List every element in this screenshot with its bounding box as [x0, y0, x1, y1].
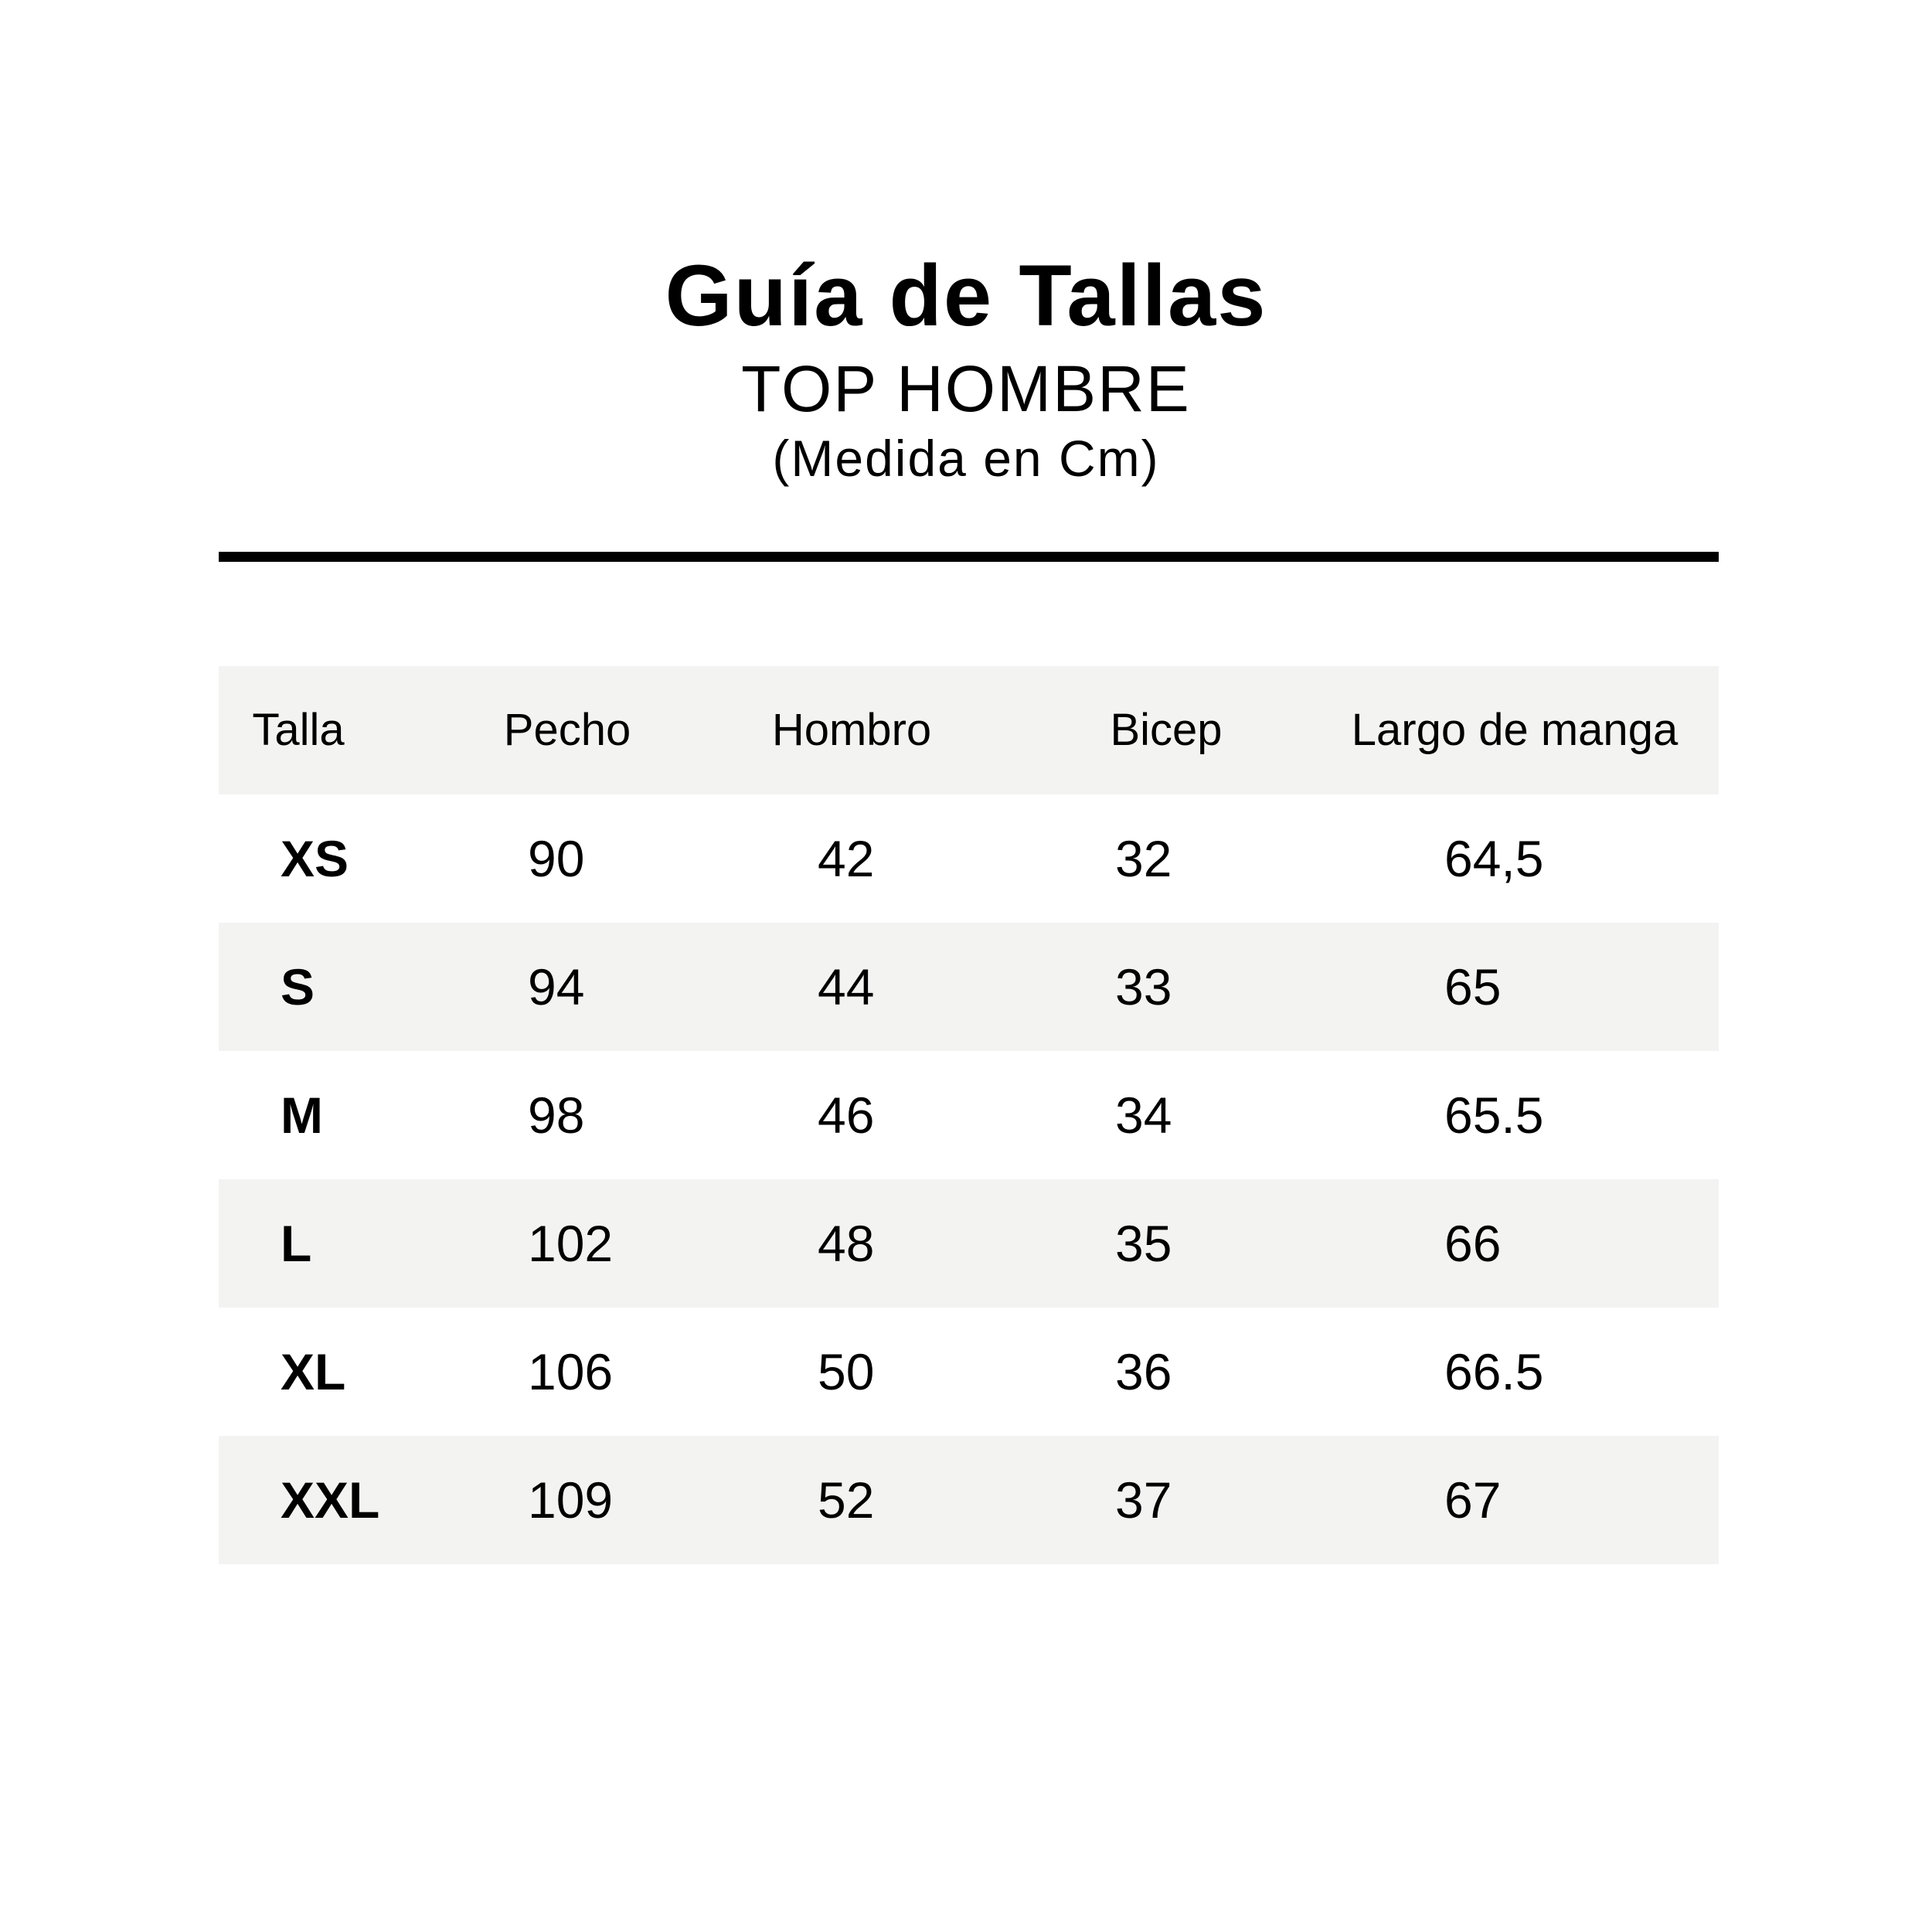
measurement-cell: 34 — [1115, 1087, 1172, 1144]
table-row: L 102 48 35 66 — [219, 1179, 1719, 1308]
table-row: XL 106 50 36 66.5 — [219, 1308, 1719, 1436]
size-label: S — [281, 958, 315, 1015]
table-row: S 94 44 33 65 — [219, 923, 1719, 1051]
measurement-cell: 94 — [528, 958, 585, 1015]
measurement-cell: 50 — [818, 1343, 875, 1400]
measurement-cell: 65 — [1444, 958, 1502, 1015]
measurement-cell: 35 — [1115, 1215, 1172, 1272]
column-header-hombro: Hombro — [771, 705, 932, 755]
measurement-cell: 102 — [528, 1215, 614, 1272]
measurement-cell: 36 — [1115, 1343, 1172, 1400]
measurement-cell: 33 — [1115, 958, 1172, 1015]
size-label: M — [281, 1087, 323, 1144]
measurement-cell: 65.5 — [1444, 1087, 1544, 1144]
measurement-cell: 98 — [528, 1087, 585, 1144]
table-row: XS 90 42 32 64,5 — [219, 794, 1719, 923]
size-label: XS — [281, 830, 349, 887]
measurement-cell: 66.5 — [1444, 1343, 1544, 1400]
table-row: M 98 46 34 65.5 — [219, 1051, 1719, 1179]
measurement-cell: 32 — [1115, 830, 1172, 887]
measurement-cell: 106 — [528, 1343, 614, 1400]
measurement-cell: 52 — [818, 1471, 875, 1529]
measurement-cell: 48 — [818, 1215, 875, 1272]
size-table: Talla Pecho Hombro Bicep Largo de manga … — [219, 666, 1719, 1564]
measurement-cell: 66 — [1444, 1215, 1502, 1272]
measurement-cell: 37 — [1115, 1471, 1172, 1529]
page-subtitle: TOP HOMBRE — [741, 352, 1191, 425]
column-header-pecho: Pecho — [503, 705, 631, 755]
divider — [219, 552, 1719, 562]
measurement-cell: 46 — [818, 1087, 875, 1144]
unit-note: (Medida en Cm) — [772, 430, 1160, 487]
measurement-cell: 44 — [818, 958, 875, 1015]
measurement-cell: 109 — [528, 1471, 614, 1529]
column-header-bicep: Bicep — [1110, 705, 1223, 755]
table-header: Talla Pecho Hombro Bicep Largo de manga — [219, 666, 1719, 794]
size-label: XL — [281, 1343, 346, 1400]
table-row: XXL 109 52 37 67 — [219, 1436, 1719, 1564]
page-title: Guía de Tallas — [665, 247, 1267, 344]
measurement-cell: 90 — [528, 830, 585, 887]
measurement-cell: 42 — [818, 830, 875, 887]
measurement-cell: 64,5 — [1444, 830, 1544, 887]
size-label: L — [281, 1215, 312, 1272]
column-header-largo-manga: Largo de manga — [1351, 705, 1679, 755]
measurement-cell: 67 — [1444, 1471, 1502, 1529]
size-label: XXL — [281, 1471, 380, 1529]
column-header-talla: Talla — [252, 705, 345, 755]
